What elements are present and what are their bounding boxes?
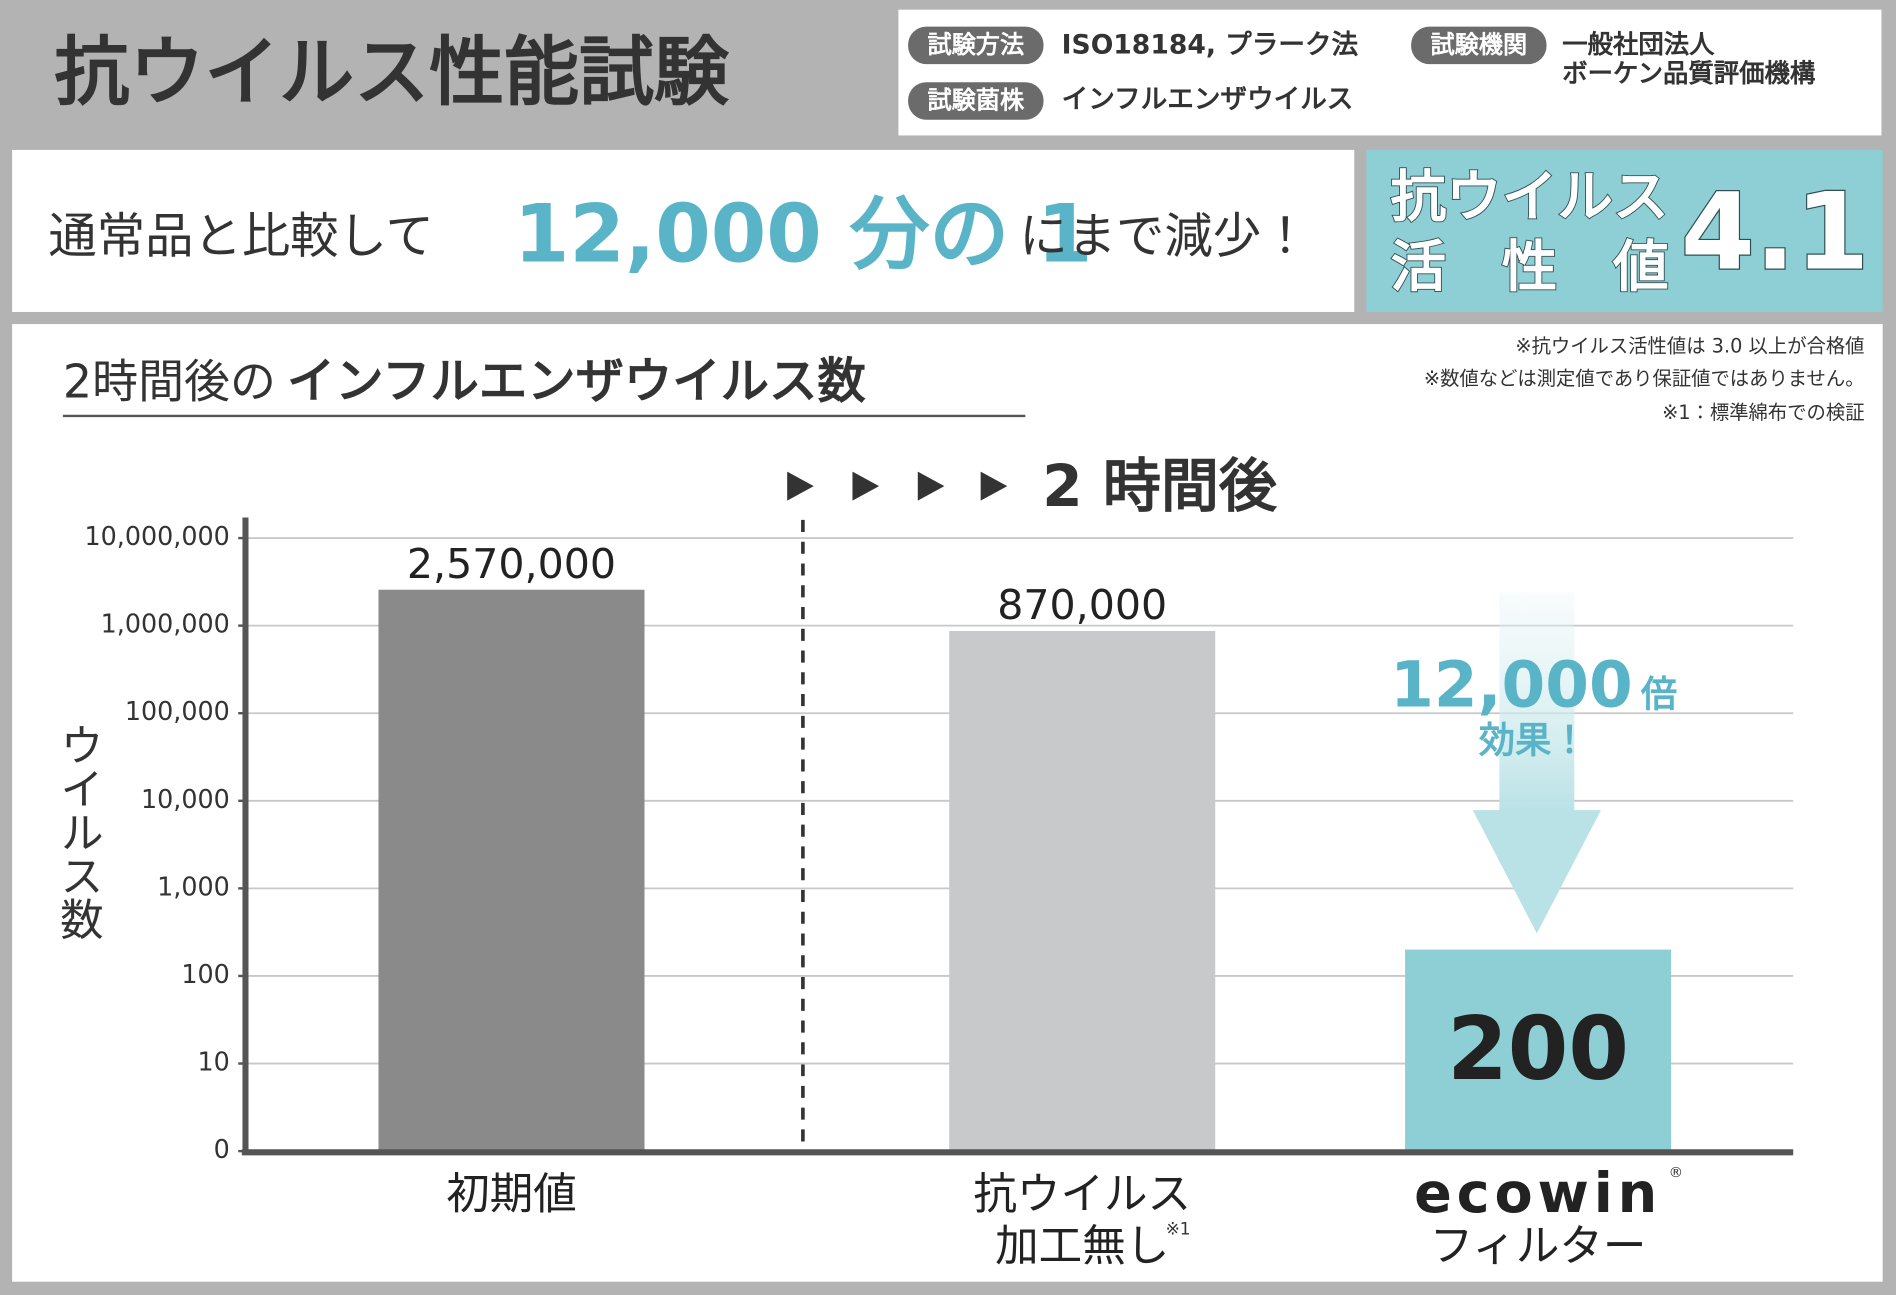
- headline: 通常品と比較して 12,000 分の 1 にまで減少！: [48, 187, 1309, 280]
- headline-box: [12, 149, 1355, 312]
- value-label: 2,570,000: [407, 540, 616, 588]
- note: ※1：標準綿布での検証: [1662, 401, 1864, 424]
- value-label: 870,000: [997, 581, 1167, 629]
- y-tick-label: 1,000: [157, 871, 230, 901]
- badge: [908, 82, 1044, 120]
- bar: [949, 630, 1216, 1152]
- badge: [1411, 26, 1547, 65]
- progress-arrows: [787, 471, 1008, 501]
- registered-mark: ®: [1669, 1165, 1684, 1181]
- x-tick-label: フィルター: [1430, 1222, 1647, 1272]
- badge: [908, 26, 1044, 65]
- x-tick-label: 抗ウイルス: [973, 1170, 1191, 1220]
- activity-label: 抗ウイルス: [1391, 165, 1669, 230]
- badge-text: 試験菌株: [927, 87, 1025, 115]
- note: ※数値などは測定値であり保証値ではありません。: [1424, 367, 1865, 390]
- effect-arrow: [1499, 592, 1575, 813]
- activity-label: 活 性 値: [1391, 235, 1669, 300]
- chart-title-main: インフルエンザウイルス数: [287, 354, 867, 410]
- headline-lead: 通常品と比較して: [48, 208, 433, 264]
- institution: ボーケン品質評価機構: [1562, 58, 1816, 88]
- plot: 0 10 100 1,000 10,000 100,000 1,000,000 10,000,…: [84, 517, 1794, 1272]
- method: ISO18184, プラーク法: [1062, 29, 1359, 60]
- badge-text: 試験機関: [1430, 31, 1527, 59]
- y-tick-label: 10,000,000: [84, 521, 229, 551]
- chart-title-prefix: 2時間後の: [63, 354, 276, 408]
- triangle: [787, 471, 814, 501]
- strain: インフルエンザウイルス: [1062, 84, 1354, 115]
- bar: [1405, 949, 1672, 1152]
- y-tick-label: 10,000: [141, 784, 230, 814]
- page-title: 抗ウイルス性能試験: [54, 28, 730, 116]
- activity-value: 4.1: [1681, 171, 1869, 295]
- triangle: [852, 471, 880, 501]
- y-tick-label: 100,000: [125, 696, 230, 726]
- activity-box: [1366, 149, 1883, 312]
- chart-title: 2時間後の インフルエンザウイルス数: [63, 354, 866, 410]
- x-tick-label: 初期値: [446, 1170, 577, 1220]
- brand-logo: ecowin: [1414, 1161, 1662, 1226]
- headline-tail: にまで減少！: [1019, 208, 1309, 264]
- y-axis-label: ウイルス数: [52, 723, 102, 941]
- badge-text: 試験方法: [927, 31, 1024, 59]
- y-tick-label: 10: [197, 1047, 229, 1077]
- institution: 一般社団法人: [1562, 29, 1715, 59]
- x-tick-label: 加工無し: [995, 1222, 1169, 1272]
- value-label: 200: [1447, 998, 1629, 1100]
- effect-arrow-head: [1472, 810, 1601, 934]
- annotation: 2 時間後: [1042, 452, 1278, 520]
- bar: [378, 589, 645, 1152]
- info-box: [898, 9, 1882, 136]
- effect-text: 効果！: [1479, 718, 1588, 761]
- effect-number: 12,000: [1390, 648, 1633, 721]
- note: ※抗ウイルス活性値は 3.0 以上が合格値: [1515, 335, 1864, 358]
- triangle: [980, 471, 1008, 501]
- triangle: [917, 471, 945, 501]
- effect-unit: 倍: [1640, 672, 1677, 715]
- headline-highlight: 12,000 分の 1: [514, 187, 1093, 280]
- footnote-mark: ※1: [1166, 1219, 1191, 1239]
- y-tick-label: 1,000,000: [101, 609, 230, 639]
- y-tick-label: 0: [214, 1134, 230, 1164]
- y-tick-label: 100: [181, 959, 229, 989]
